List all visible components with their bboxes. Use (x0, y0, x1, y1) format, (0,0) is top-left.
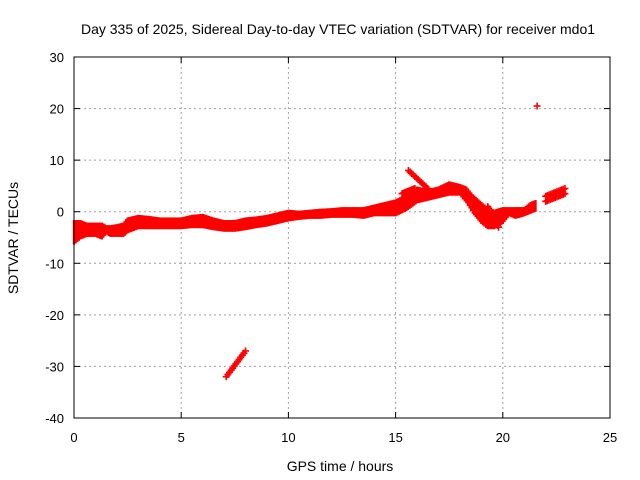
x-tick-label: 5 (178, 430, 185, 445)
data-point-isolated-1 (559, 188, 567, 196)
data-point-segment-1 (424, 185, 432, 193)
y-tick-label: 10 (50, 153, 64, 168)
data-point-segment-5 (561, 185, 569, 193)
x-tick-label: 25 (603, 430, 617, 445)
data-point-segment-2 (495, 223, 503, 231)
x-tick-label: 10 (281, 430, 295, 445)
x-tick-label: 20 (496, 430, 510, 445)
y-axis-ticks: -40 -30 -20 -10 0 10 20 30 (45, 50, 610, 426)
y-tick-label: -20 (45, 308, 64, 323)
grid-lines (74, 57, 610, 418)
x-axis-label: GPS time / hours (287, 458, 394, 474)
plot-border (73, 56, 611, 419)
y-tick-label: 0 (57, 205, 64, 220)
data-point-isolated-2 (409, 186, 417, 194)
plot-area (72, 102, 569, 381)
y-tick-label: -30 (45, 359, 64, 374)
data-point-segment-3 (242, 347, 250, 355)
axes-frame (73, 56, 611, 419)
y-tick-label: -10 (45, 256, 64, 271)
y-axis-label: SDTVAR / TECUs (5, 182, 21, 294)
y-tick-label: 20 (50, 102, 64, 117)
x-axis-ticks: 0 5 10 15 20 25 (70, 57, 617, 445)
chart-title: Day 335 of 2025, Sidereal Day-to-day VTE… (81, 21, 595, 37)
y-tick-label: 30 (50, 50, 64, 65)
x-tick-label: 0 (70, 430, 77, 445)
data-point-isolated-0 (533, 102, 541, 110)
x-tick-label: 15 (388, 430, 402, 445)
y-tick-label: -40 (45, 411, 64, 426)
